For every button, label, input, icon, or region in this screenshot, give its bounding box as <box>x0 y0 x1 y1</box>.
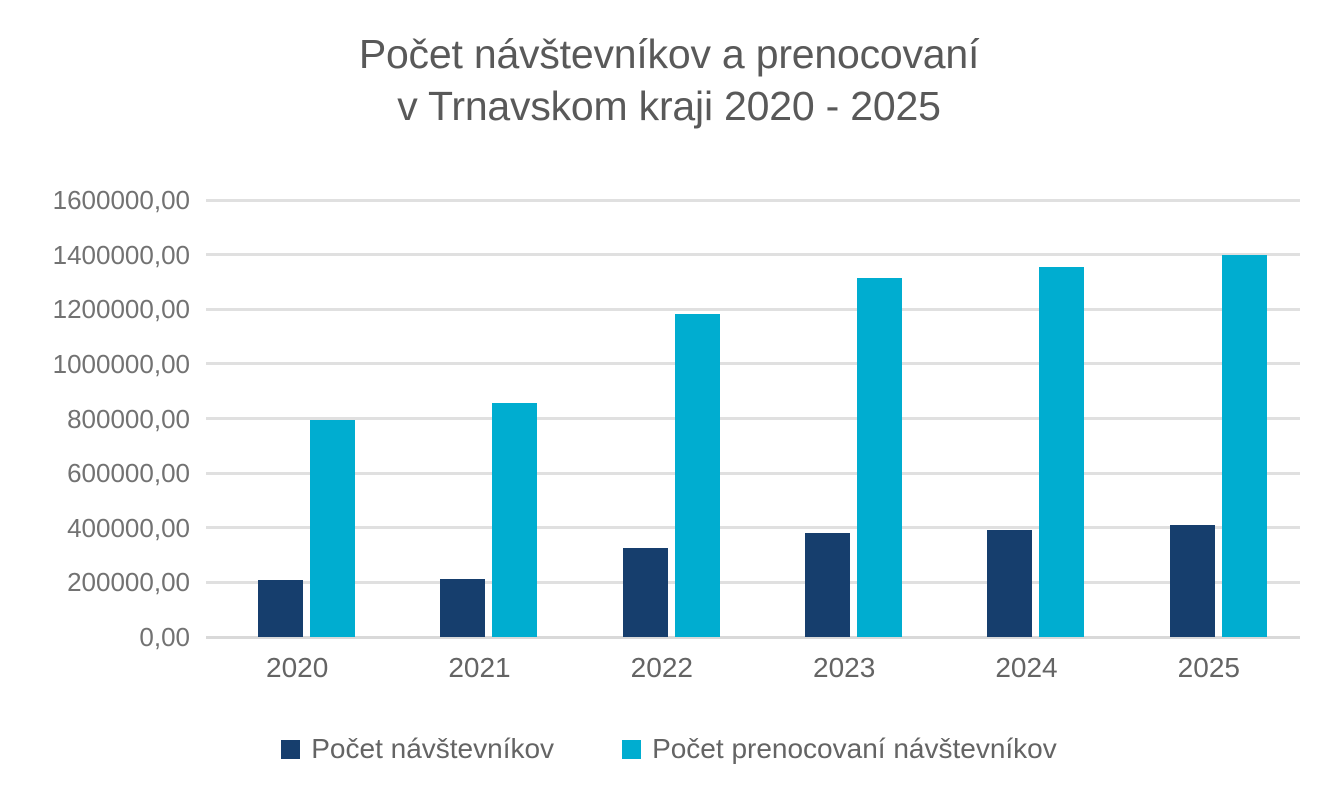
axis-baseline <box>206 635 1300 639</box>
gridline <box>206 307 1300 311</box>
bar-group-2024 <box>935 200 1117 637</box>
legend-swatch-visitors <box>281 739 301 759</box>
bar-2023-series-0[interactable] <box>805 532 850 637</box>
x-axis-tick-label-2021: 2021 <box>448 652 511 683</box>
chart-title: Počet návštevníkov a prenocovaní v Trnav… <box>0 28 1338 132</box>
gridline <box>206 471 1300 475</box>
chart-title-line-1: Počet návštevníkov a prenocovaní <box>358 31 980 77</box>
y-axis-tick-label: 400000,00 <box>67 512 190 543</box>
x-axis-tick-label-2024: 2024 <box>995 652 1058 683</box>
chart-legend: Počet návštevníkov Počet prenocovaní návš… <box>0 733 1338 765</box>
bar-group-2022 <box>571 200 753 637</box>
x-axis-tick-label-2023: 2023 <box>813 652 876 683</box>
bar-2022-series-1[interactable] <box>674 313 720 637</box>
bar-group-2020 <box>206 200 388 637</box>
bar-2024-series-0[interactable] <box>987 529 1033 637</box>
legend-item-1[interactable]: Počet prenocovaní návštevníkov <box>622 733 1057 765</box>
y-axis-tick-label: 1200000,00 <box>52 294 190 325</box>
bar-group-2025 <box>1118 200 1300 637</box>
y-axis-tick-label: 800000,00 <box>67 403 190 434</box>
legend-swatch-overnight <box>622 739 642 759</box>
gridline <box>206 526 1300 530</box>
bar-2021-series-0[interactable] <box>440 579 486 637</box>
bar-2025-series-1[interactable] <box>1221 254 1267 637</box>
bar-2025-series-0[interactable] <box>1169 525 1215 637</box>
y-axis-tick-label: 1000000,00 <box>52 348 190 379</box>
y-axis-tick-label: 600000,00 <box>67 458 190 489</box>
bar-group-2023 <box>753 200 935 637</box>
plot-area <box>206 198 1300 639</box>
bar-group-2021 <box>388 200 570 637</box>
legend-label-0: Počet návštevníkov <box>311 733 555 764</box>
gridline <box>206 362 1300 366</box>
y-axis-tick-label: 200000,00 <box>67 567 190 598</box>
legend-label-1: Počet prenocovaní návštevníkov <box>652 733 1057 764</box>
bar-2020-series-1[interactable] <box>310 420 355 637</box>
chart-title-line-2: v Trnavskom kraji 2020 - 2025 <box>397 83 941 129</box>
x-axis-tick-label-2025: 2025 <box>1177 652 1240 683</box>
bar-2023-series-1[interactable] <box>857 278 902 637</box>
bar-2021-series-1[interactable] <box>492 403 538 637</box>
x-axis-tick-label-2020: 2020 <box>266 652 329 683</box>
bar-2020-series-0[interactable] <box>258 579 303 637</box>
gridline <box>206 417 1300 420</box>
gridline <box>206 198 1300 202</box>
bar-2024-series-1[interactable] <box>1039 266 1085 637</box>
y-axis-tick-label: 1400000,00 <box>52 239 190 270</box>
y-axis-tick-label: 1600000,00 <box>52 185 190 215</box>
y-axis-tick-label: 0,00 <box>139 622 190 652</box>
gridline <box>206 253 1300 257</box>
bar-2022-series-0[interactable] <box>622 548 668 637</box>
gridline <box>206 580 1300 584</box>
legend-item-0[interactable]: Počet návštevníkov <box>281 733 554 765</box>
x-axis-tick-label-2022: 2022 <box>630 652 693 683</box>
